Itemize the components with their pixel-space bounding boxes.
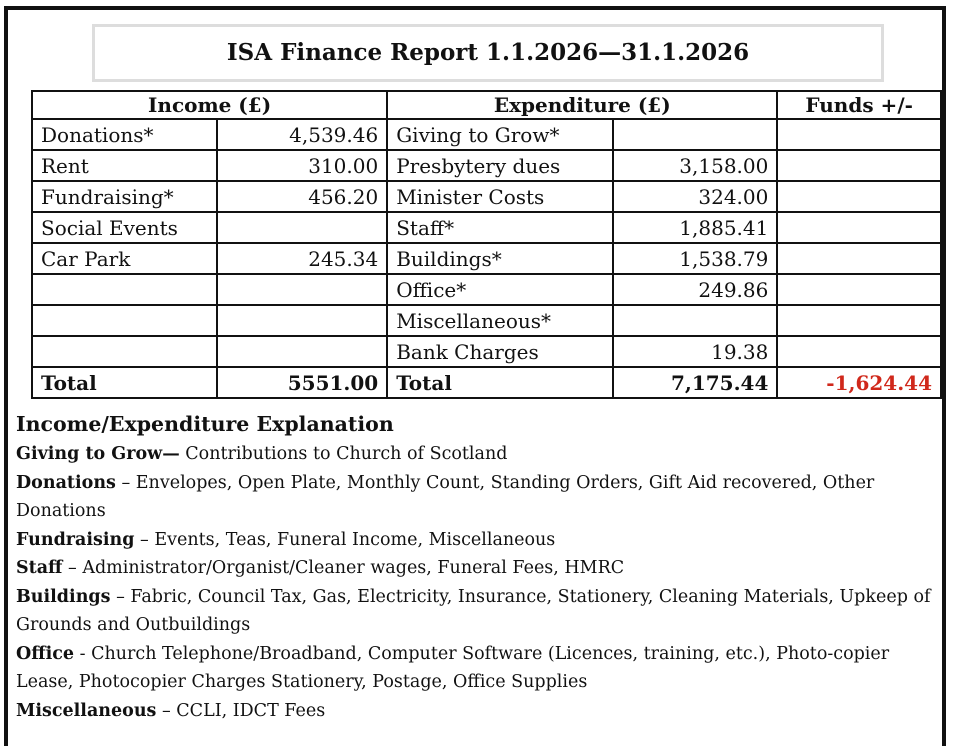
- explanation-term: Fundraising: [16, 529, 135, 550]
- table-cell: [612, 304, 779, 337]
- table-cell: Office*: [386, 273, 615, 306]
- table-cell: 3,158.00: [612, 149, 779, 182]
- table-cell: [776, 335, 942, 368]
- table-cell: 19.38: [612, 335, 779, 368]
- table-cell: [776, 242, 942, 275]
- column-header: Income (£): [30, 90, 389, 120]
- table-cell: [776, 304, 942, 337]
- explanation-item: Office - Church Telephone/Broadband, Com…: [16, 640, 941, 697]
- explanation-item: Miscellaneous – CCLI, IDCT Fees: [16, 697, 941, 726]
- table-cell: 4,539.46: [216, 118, 389, 151]
- table-cell: [30, 304, 219, 337]
- explanation-text: – Administrator/Organist/Cleaner wages, …: [68, 558, 625, 578]
- explanation-term: Miscellaneous: [16, 700, 157, 721]
- total-cell: Total: [386, 366, 615, 399]
- table-cell: [612, 118, 779, 151]
- explanation-text: – Envelopes, Open Plate, Monthly Count, …: [16, 472, 875, 522]
- explanation-term: Giving to Grow—: [16, 444, 180, 464]
- explanation-text: – CCLI, IDCT Fees: [161, 700, 326, 721]
- explanation-text: - Church Telephone/Broadband, Computer S…: [16, 643, 890, 693]
- table-cell: Rent: [30, 149, 219, 182]
- explanation-text: – Events, Teas, Funeral Income, Miscella…: [140, 529, 556, 550]
- explanation-item: Fundraising – Events, Teas, Funeral Inco…: [16, 526, 941, 555]
- table-cell: [776, 180, 942, 213]
- explanation-item: Donations – Envelopes, Open Plate, Month…: [16, 469, 941, 526]
- table-cell: [776, 118, 942, 151]
- table-cell: 249.86: [612, 273, 779, 306]
- table-cell: [30, 335, 219, 368]
- explanation-item: Buildings – Fabric, Council Tax, Gas, El…: [16, 583, 941, 640]
- table-cell: [216, 304, 389, 337]
- column-header: Expenditure (£): [386, 90, 779, 120]
- table-body: Donations* 4,539.46 Giving to Grow* Rent 310…: [30, 118, 942, 399]
- column-header: Funds +/-: [776, 90, 942, 120]
- total-row: Total 5551.00 Total 7,175.44 -1,624.44: [30, 366, 942, 399]
- finance-table: Income (£) Expenditure (£) Funds +/- Donat…: [30, 90, 942, 399]
- table-cell: Car Park: [30, 242, 219, 275]
- explanation-text: Contributions to Church of Scotland: [185, 444, 508, 464]
- table-cell: 456.20: [216, 180, 389, 213]
- explanation-term: Office: [16, 643, 75, 664]
- explanation-item: Giving to Grow— Contributions to Church …: [16, 440, 941, 469]
- table-cell: Fundraising*: [30, 180, 219, 213]
- report: ISA Finance Report 1.1.2026—31.1.2026 In…: [4, 6, 946, 746]
- table-row: Rent 310.00 Presbytery dues 3,158.00: [30, 149, 942, 182]
- total-cell: 5551.00: [216, 366, 389, 399]
- table-cell: [776, 273, 942, 306]
- explanation-item: Staff – Administrator/Organist/Cleaner w…: [16, 554, 941, 583]
- table-cell: Miscellaneous*: [386, 304, 615, 337]
- table-cell: 245.34: [216, 242, 389, 275]
- explanation-term: Staff: [16, 558, 63, 578]
- total-cell: 7,175.44: [612, 366, 779, 399]
- table-cell: 1,885.41: [612, 211, 779, 244]
- table-cell: [216, 211, 389, 244]
- table-cell: 1,538.79: [612, 242, 779, 275]
- explanation-term: Donations: [16, 472, 116, 493]
- table-row: Social Events Staff* 1,885.41: [30, 211, 942, 244]
- table-row: Car Park 245.34 Buildings* 1,538.79: [30, 242, 942, 275]
- table-cell: Buildings*: [386, 242, 615, 275]
- total-cell: -1,624.44: [776, 366, 942, 399]
- explanation-term: Buildings: [16, 586, 111, 607]
- table-row: Donations* 4,539.46 Giving to Grow*: [30, 118, 942, 151]
- explanation-text: – Fabric, Council Tax, Gas, Electricity,…: [16, 586, 931, 636]
- table-row: Miscellaneous*: [30, 304, 942, 337]
- explanation: Income/Expenditure Explanation Giving to…: [16, 408, 941, 725]
- table-row: Bank Charges 19.38: [30, 335, 942, 368]
- table-row: Fundraising* 456.20 Minister Costs 324.00: [30, 180, 942, 213]
- explanation-title: Income/Expenditure Explanation: [16, 412, 394, 436]
- table-cell: [216, 335, 389, 368]
- table-cell: Social Events: [30, 211, 219, 244]
- report-title: ISA Finance Report 1.1.2026—31.1.2026: [92, 24, 884, 82]
- table-row: Office* 249.86: [30, 273, 942, 306]
- table-cell: 324.00: [612, 180, 779, 213]
- header-row: Income (£) Expenditure (£) Funds +/-: [30, 90, 942, 120]
- table-cell: Presbytery dues: [386, 149, 615, 182]
- table-cell: Donations*: [30, 118, 219, 151]
- total-cell: Total: [30, 366, 219, 399]
- table-cell: Minister Costs: [386, 180, 615, 213]
- table-cell: [776, 149, 942, 182]
- table-cell: 310.00: [216, 149, 389, 182]
- table-cell: Giving to Grow*: [386, 118, 615, 151]
- table-cell: [216, 273, 389, 306]
- table-cell: Staff*: [386, 211, 615, 244]
- table-cell: Bank Charges: [386, 335, 615, 368]
- table-cell: [776, 211, 942, 244]
- table-cell: [30, 273, 219, 306]
